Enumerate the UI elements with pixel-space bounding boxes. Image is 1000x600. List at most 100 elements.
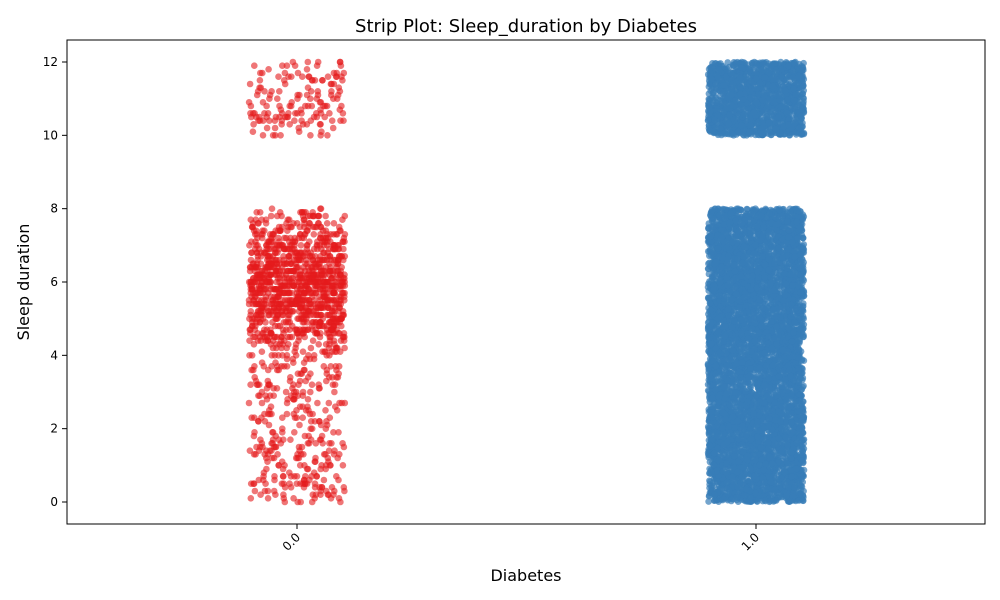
data-point	[311, 495, 319, 502]
data-point	[263, 465, 270, 473]
data-point	[278, 480, 286, 488]
data-point	[315, 385, 323, 392]
data-point	[285, 73, 292, 80]
data-point	[265, 421, 273, 429]
data-point	[339, 238, 347, 245]
data-point	[266, 95, 273, 102]
data-point	[273, 267, 280, 275]
data-point	[303, 66, 311, 73]
data-point	[294, 315, 301, 323]
data-point	[329, 124, 337, 132]
data-point	[255, 271, 263, 279]
data-point	[299, 275, 307, 282]
data-point	[278, 333, 285, 341]
data-point	[251, 245, 259, 253]
data-point	[327, 333, 334, 341]
data-point	[283, 399, 291, 407]
data-point	[285, 275, 293, 282]
data-point	[331, 341, 338, 348]
data-point	[340, 484, 348, 491]
data-point	[310, 311, 318, 319]
data-point	[270, 304, 278, 312]
data-point	[307, 95, 314, 102]
data-point	[283, 62, 291, 69]
data-point	[301, 366, 308, 374]
data-point	[330, 231, 337, 238]
data-point	[332, 363, 340, 370]
data-point	[296, 91, 303, 99]
data-point	[276, 88, 283, 95]
points-layer	[245, 58, 808, 506]
data-point	[264, 377, 272, 385]
data-point	[322, 212, 329, 220]
data-point	[274, 212, 281, 220]
data-point	[324, 491, 332, 499]
data-point	[293, 473, 301, 480]
data-point	[258, 348, 266, 356]
data-point	[249, 128, 257, 135]
data-point	[340, 337, 348, 345]
data-point	[304, 311, 312, 319]
data-point	[263, 124, 271, 132]
data-point	[285, 315, 292, 323]
data-point	[298, 249, 306, 256]
data-point	[330, 220, 338, 227]
data-point	[259, 132, 267, 139]
data-point	[291, 117, 298, 124]
data-point	[300, 223, 308, 231]
data-point	[260, 330, 267, 337]
data-point	[283, 344, 291, 352]
data-point	[307, 88, 315, 95]
data-point	[270, 260, 278, 268]
data-point	[250, 432, 258, 440]
data-point	[339, 462, 347, 469]
data-point	[305, 352, 312, 359]
data-point	[299, 73, 306, 80]
data-point	[290, 282, 298, 290]
data-point	[334, 91, 342, 99]
data-point	[267, 403, 275, 411]
data-point	[270, 385, 277, 392]
data-point	[292, 344, 299, 352]
data-point	[246, 242, 253, 249]
data-point	[317, 132, 325, 139]
data-point	[258, 278, 265, 286]
data-point	[315, 212, 322, 220]
data-point	[268, 410, 275, 418]
data-point	[265, 271, 273, 279]
data-point	[296, 421, 303, 429]
series-0.0	[245, 58, 349, 506]
data-point	[296, 256, 304, 264]
data-point	[304, 58, 312, 66]
data-point	[276, 227, 284, 234]
data-point	[252, 300, 259, 308]
data-point	[313, 473, 321, 480]
data-point	[300, 234, 308, 242]
data-point	[271, 124, 279, 132]
data-point	[340, 443, 348, 451]
data-point	[256, 77, 264, 84]
data-point	[341, 344, 348, 352]
data-point	[278, 264, 286, 271]
data-point	[307, 132, 314, 139]
data-point	[341, 293, 348, 301]
data-point	[305, 286, 313, 293]
data-point	[310, 231, 318, 238]
data-point	[278, 458, 286, 466]
data-point	[312, 330, 319, 337]
data-point	[264, 264, 272, 271]
data-point	[250, 275, 257, 282]
data-point	[313, 242, 321, 249]
data-point	[265, 66, 272, 73]
data-point	[247, 381, 254, 389]
data-point	[251, 315, 258, 323]
data-point	[341, 212, 349, 220]
data-point	[245, 99, 253, 106]
data-point	[332, 300, 339, 308]
data-point	[254, 381, 261, 389]
data-point	[288, 99, 296, 106]
data-point	[263, 385, 271, 392]
data-point	[269, 344, 277, 352]
data-point	[289, 322, 296, 330]
data-point	[340, 245, 347, 253]
